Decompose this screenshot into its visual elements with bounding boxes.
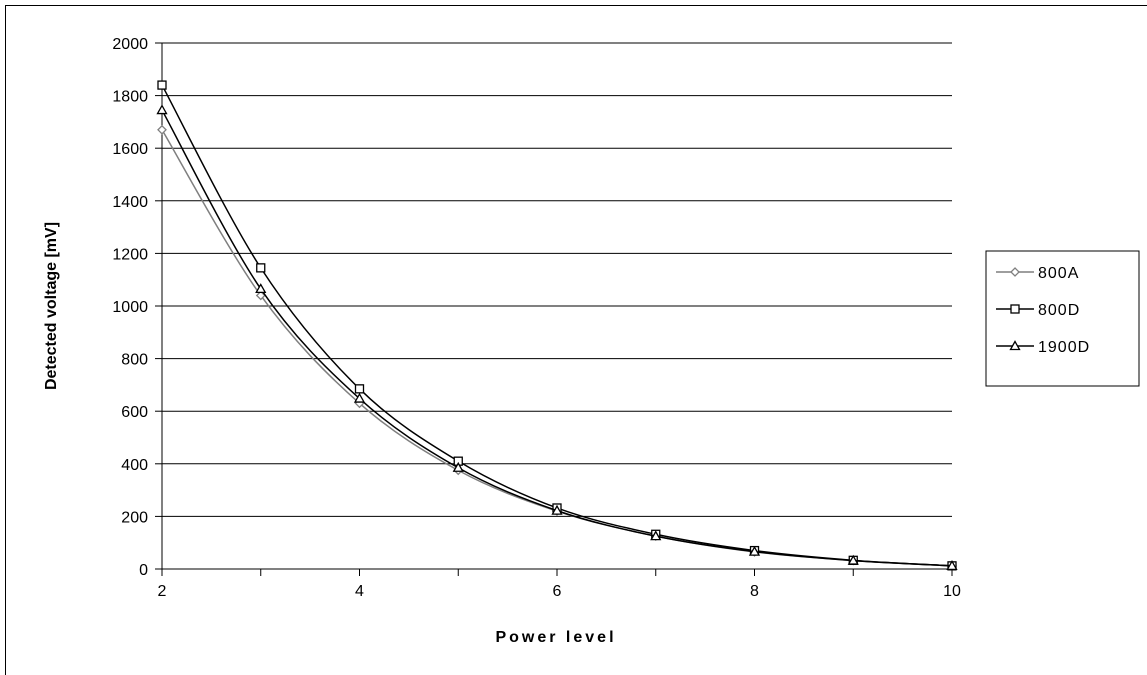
y-tick-label: 1000: [112, 299, 148, 316]
legend-item: 800D: [996, 302, 1080, 319]
y-tick-label: 1600: [112, 141, 148, 158]
y-axis-title: Detected voltage [mV]: [43, 222, 60, 390]
y-tick-label: 800: [121, 352, 148, 369]
x-axis-title: Power level: [495, 629, 616, 646]
data-point: [157, 80, 167, 90]
legend-marker: [1010, 304, 1020, 314]
y-tick-label: 2000: [112, 36, 148, 53]
legend-item: 1900D: [996, 339, 1090, 356]
series-800D: [157, 80, 957, 571]
y-tick-label: 400: [121, 457, 148, 474]
y-tick-label: 200: [121, 509, 148, 526]
x-tick-labels: 2 4 6 8 10: [158, 569, 961, 600]
y-tick-label: 0: [139, 562, 148, 579]
chart-frame: [5, 5, 1147, 675]
y-tick-label: 600: [121, 404, 148, 421]
x-tick-label: 6: [553, 583, 562, 600]
series-line: [161, 129, 953, 567]
legend: 800A 800D 1900D: [985, 250, 1140, 387]
series-layer: [156, 80, 958, 571]
series-800A: [157, 124, 957, 571]
y-tick-labels: 0 200 400 600 800 1000 1200 1400 1600 1800 2000: [112, 36, 162, 579]
data-point: [847, 554, 859, 565]
x-tick-label: 2: [158, 583, 167, 600]
data-point: [353, 392, 366, 403]
legend-label: 800A: [1038, 265, 1079, 282]
series-line: [161, 84, 953, 567]
x-tick-label: 10: [943, 583, 961, 600]
gridlines: [162, 42, 952, 517]
series-line: [161, 109, 953, 567]
legend-item: 800A: [996, 265, 1079, 282]
data-point: [256, 263, 266, 273]
x-tick-label: 4: [355, 583, 364, 600]
legend-marker: [1009, 340, 1021, 351]
data-point: [650, 530, 662, 541]
legend-box: [985, 250, 1140, 387]
data-point: [748, 545, 761, 556]
data-point: [452, 461, 464, 472]
legend-label: 1900D: [1038, 339, 1090, 356]
data-point: [157, 124, 167, 135]
data-point: [156, 104, 168, 115]
legend-label: 800D: [1038, 302, 1080, 319]
y-tick-label: 1200: [112, 246, 148, 263]
data-point: [255, 283, 267, 294]
series-1900D: [156, 104, 958, 570]
x-tick-label: 8: [750, 583, 759, 600]
data-point: [255, 290, 266, 301]
y-tick-label: 1800: [112, 89, 148, 106]
data-point: [946, 560, 958, 570]
data-point: [551, 504, 563, 515]
y-tick-label: 1400: [112, 194, 148, 211]
legend-marker: [1010, 267, 1020, 277]
data-point: [354, 384, 365, 394]
